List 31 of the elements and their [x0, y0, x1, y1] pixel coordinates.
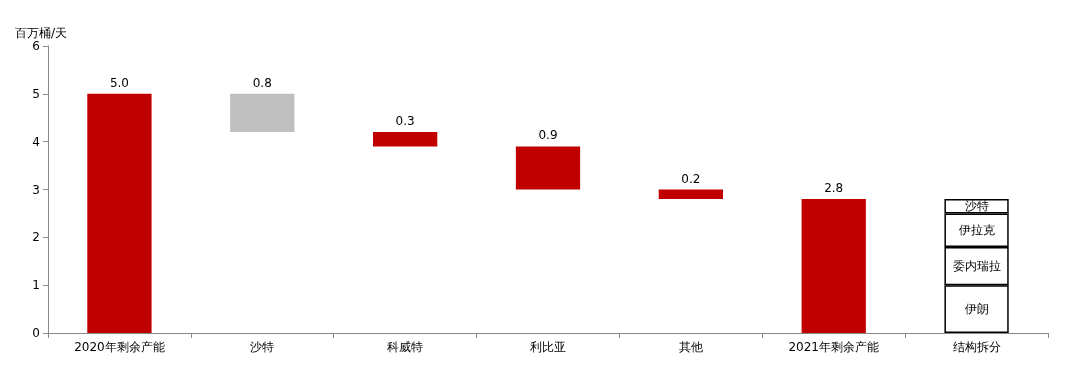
- x-tick-label: 沙特: [250, 340, 275, 354]
- data-label: 5.0: [109, 75, 129, 90]
- data-label: 0.2: [681, 171, 701, 186]
- y-tick-label: 2: [32, 230, 40, 245]
- x-tick-label: 结构拆分: [952, 340, 1001, 354]
- bar: [658, 189, 723, 200]
- x-tick-label: 2020年剩余产能: [74, 340, 165, 354]
- y-axis-title: 百万桶/天: [15, 26, 68, 40]
- data-label: 2.8: [824, 181, 844, 196]
- y-tick-label: 3: [32, 182, 40, 197]
- bar: [515, 146, 581, 190]
- bar: [801, 199, 866, 333]
- y-tick-label: 1: [32, 278, 40, 293]
- data-label: 0.9: [538, 128, 558, 143]
- y-tick-label: 5: [32, 86, 40, 101]
- bar: [230, 93, 295, 133]
- y-tick-label: 0: [32, 326, 40, 340]
- series-label: 委内瑞拉: [952, 259, 1001, 274]
- y-tick-label: 6: [32, 39, 40, 53]
- y-tick-label: 4: [32, 134, 40, 149]
- bar: [373, 132, 438, 147]
- data-label: 0.3: [395, 114, 415, 129]
- series-label: 伊拉克: [958, 223, 995, 238]
- x-tick-label: 2021年剩余产能: [788, 340, 879, 354]
- series-label: 伊朗: [964, 302, 989, 317]
- x-tick-label: 科威特: [387, 340, 424, 354]
- x-tick-label: 利比亚: [530, 340, 566, 354]
- data-label: 0.8: [252, 75, 272, 90]
- x-tick-label: 其他: [678, 340, 703, 354]
- series-label: 沙特: [964, 199, 989, 214]
- bar: [87, 93, 152, 333]
